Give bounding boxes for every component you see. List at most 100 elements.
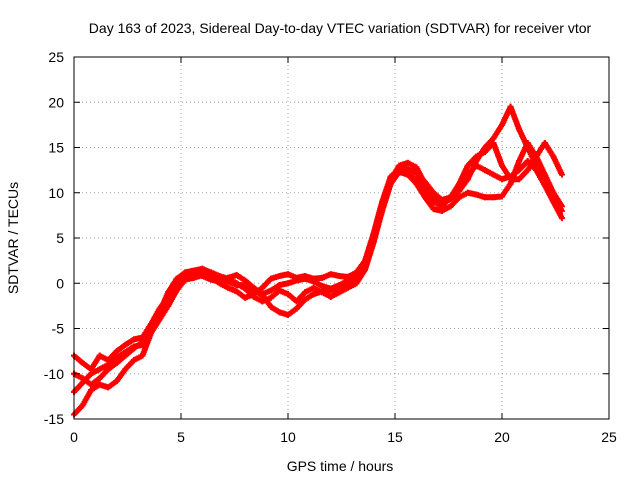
data-point: [516, 158, 523, 165]
data-point: [387, 178, 394, 185]
data-point: [113, 348, 120, 355]
data-point: [524, 139, 531, 146]
data-point: [267, 303, 274, 310]
data-point: [165, 302, 172, 309]
data-point: [276, 282, 283, 289]
data-point: [199, 265, 206, 272]
data-point: [293, 274, 300, 281]
data-point: [439, 196, 446, 203]
data-point: [79, 379, 86, 386]
data-point: [473, 153, 480, 160]
x-tick-label: 20: [494, 429, 510, 445]
data-point: [285, 271, 291, 278]
data-point: [139, 352, 146, 359]
data-point: [190, 274, 197, 281]
data-point: [285, 280, 291, 287]
data-point: [173, 287, 180, 294]
data-point: [293, 305, 300, 312]
data-point: [310, 291, 317, 298]
data-point: [404, 171, 411, 178]
data-point: [96, 352, 103, 359]
data-point: [524, 167, 531, 174]
data-point: [113, 354, 120, 361]
y-tick-label: 25: [48, 49, 64, 65]
data-point: [481, 194, 488, 201]
data-point: [88, 370, 95, 377]
y-tick-label: -10: [44, 366, 64, 382]
data-point: [336, 273, 343, 280]
data-point: [259, 284, 266, 291]
series-markers: [71, 103, 564, 418]
y-tick-label: 5: [56, 230, 64, 246]
data-point: [533, 153, 540, 160]
y-tick-label: 10: [48, 185, 64, 201]
data-point: [139, 341, 146, 348]
data-point: [88, 387, 95, 394]
data-point: [550, 198, 557, 205]
data-point: [430, 198, 437, 205]
data-point: [302, 289, 309, 296]
data-point: [267, 275, 274, 282]
data-point: [370, 236, 377, 243]
data-point: [456, 194, 463, 201]
data-point: [507, 173, 514, 180]
data-point: [122, 341, 129, 348]
data-point: [233, 288, 240, 295]
data-point: [490, 194, 497, 201]
data-point: [516, 176, 523, 183]
x-tick-label: 5: [177, 429, 185, 445]
data-point: [413, 180, 420, 187]
data-point: [353, 276, 360, 283]
data-point: [130, 336, 137, 343]
data-point: [396, 164, 403, 171]
data-point: [421, 178, 428, 185]
y-tick-label: 0: [56, 275, 64, 291]
data-point: [165, 289, 172, 296]
data-point: [276, 309, 283, 316]
data-point: [310, 284, 317, 291]
x-tick-label: 10: [280, 429, 296, 445]
data-point: [259, 292, 266, 299]
data-point: [516, 167, 523, 174]
data-point: [293, 298, 300, 305]
data-point: [499, 176, 505, 183]
data-point: [302, 296, 309, 303]
data-point: [499, 193, 505, 200]
data-point: [490, 139, 497, 146]
data-point: [79, 359, 86, 366]
data-point: [550, 153, 557, 160]
chart-title: Day 163 of 2023, Sidereal Day-to-day VTE…: [89, 20, 592, 36]
data-point: [439, 207, 446, 214]
data-point: [516, 126, 523, 133]
data-point: [319, 282, 326, 289]
data-point: [156, 316, 163, 323]
data-point: [558, 203, 565, 210]
data-point: [344, 282, 351, 289]
data-point: [242, 294, 249, 301]
data-point: [96, 366, 103, 373]
data-point: [327, 287, 334, 294]
data-point: [507, 103, 514, 110]
data-point: [79, 402, 86, 409]
data-point: [499, 121, 505, 128]
data-point: [276, 287, 283, 294]
data-point: [148, 330, 155, 337]
data-point: [285, 311, 291, 318]
axis-ticks: 0 5 10 15 20 25 -15 -10 -5 0 5 10 15 20 25: [44, 49, 617, 445]
data-point: [182, 276, 189, 283]
data-point: [413, 164, 420, 171]
data-point: [541, 171, 548, 178]
data-point: [242, 282, 249, 289]
data-point: [464, 171, 471, 178]
data-point: [533, 167, 540, 174]
data-series: [71, 103, 565, 418]
data-point: [105, 384, 112, 391]
y-tick-label: 20: [48, 94, 64, 110]
data-point: [130, 357, 137, 364]
data-point: [276, 273, 283, 280]
data-point: [319, 274, 326, 281]
data-point: [362, 263, 369, 270]
data-point: [541, 139, 548, 146]
data-point: [473, 191, 480, 198]
